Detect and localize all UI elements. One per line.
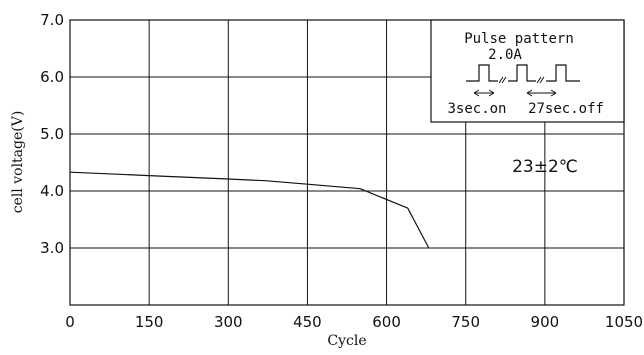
x-tick-labels: 0 150 300 450 600 750 900 1050 xyxy=(65,313,643,331)
y-axis-title: cell voltage(V) xyxy=(10,111,26,214)
inset-on-label: 3sec.on xyxy=(447,101,506,117)
on-duration-arrow xyxy=(473,89,495,97)
voltage-line xyxy=(69,171,430,249)
y-tick-labels: 3.0 4.0 5.0 6.0 7.0 xyxy=(40,11,64,257)
x-tick-label: 900 xyxy=(531,313,560,331)
pulse-pattern-inset: Pulse pattern 2.0A 3sec.on 27sec.off xyxy=(430,19,625,123)
inset-off-label: 27sec.off xyxy=(528,101,604,117)
x-tick-label: 450 xyxy=(293,313,322,331)
grid xyxy=(70,20,624,305)
inset-title: Pulse pattern xyxy=(464,31,574,47)
inset-current: 2.0A xyxy=(488,47,522,63)
series-layer xyxy=(69,171,430,249)
y-tick-label: 6.0 xyxy=(40,68,64,86)
off-duration-arrow xyxy=(526,89,557,97)
x-tick-label: 300 xyxy=(214,313,243,331)
temperature-annotation: 23±2℃ xyxy=(512,157,578,177)
break-marks xyxy=(498,76,545,84)
pulse-waveform xyxy=(466,64,580,82)
y-tick-label: 7.0 xyxy=(40,11,64,29)
x-tick-label: 1050 xyxy=(605,313,643,331)
y-tick-label: 5.0 xyxy=(40,125,64,143)
x-tick-label: 600 xyxy=(372,313,401,331)
plot-frame xyxy=(69,19,625,306)
x-tick-label: 750 xyxy=(451,313,480,331)
x-axis-title: Cycle xyxy=(327,333,366,349)
x-tick-label: 150 xyxy=(135,313,164,331)
y-tick-label: 4.0 xyxy=(40,182,64,200)
x-tick-label: 0 xyxy=(65,313,75,331)
y-tick-label: 3.0 xyxy=(40,239,64,257)
